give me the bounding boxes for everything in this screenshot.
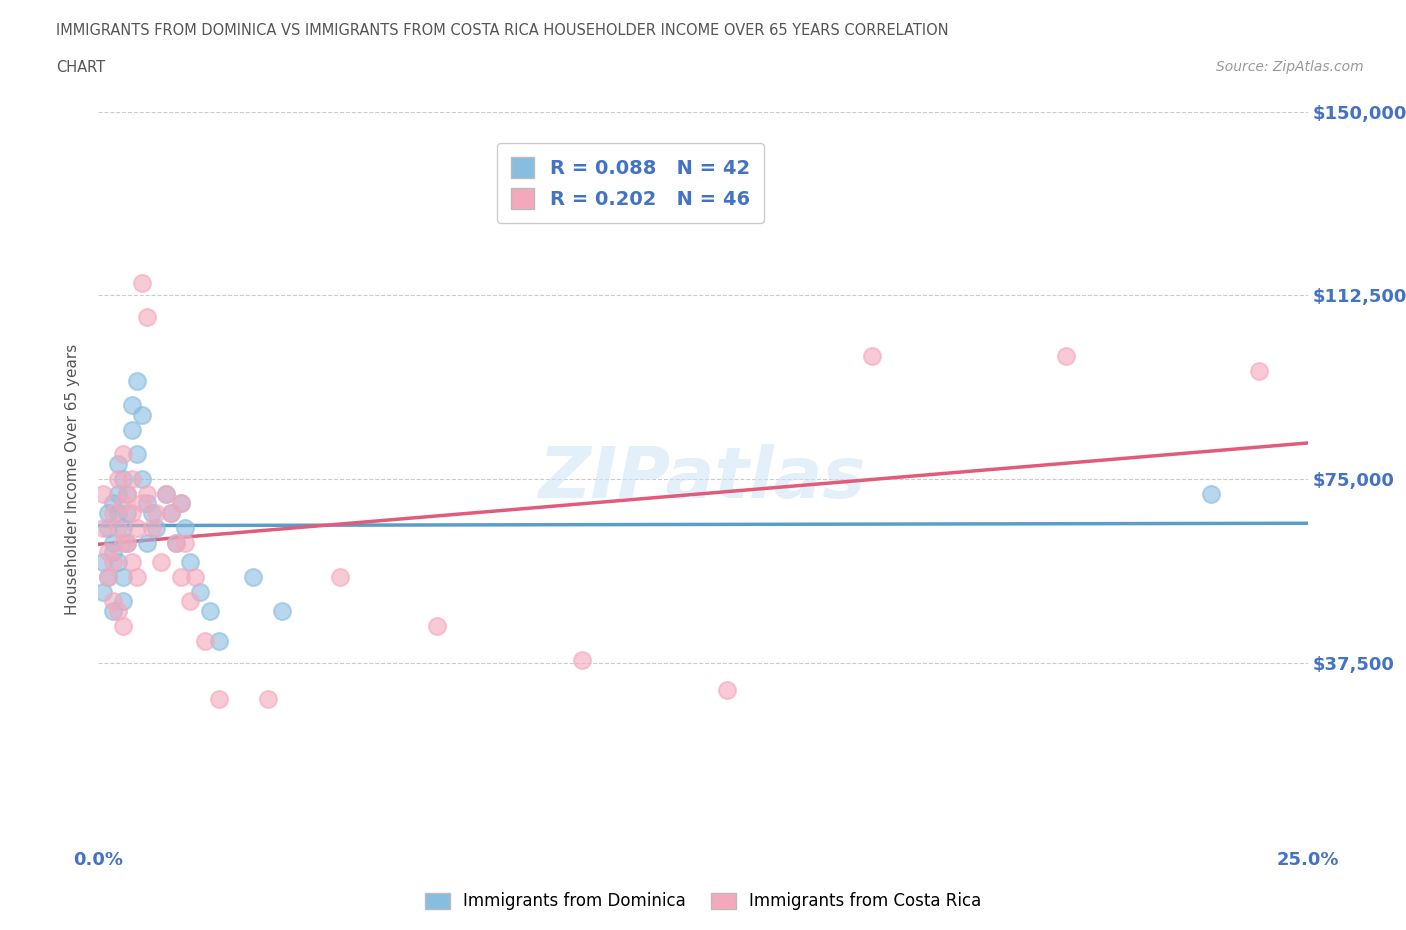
Point — [111, 569, 134, 584]
Point — [179, 555, 201, 570]
Point — [127, 521, 149, 536]
Point — [101, 496, 124, 511]
Point — [194, 633, 217, 648]
Point — [145, 521, 167, 536]
Point — [107, 457, 129, 472]
Point — [141, 521, 163, 536]
Point — [117, 535, 139, 550]
Point — [174, 521, 197, 536]
Point — [91, 584, 114, 599]
Point — [208, 692, 231, 707]
Point — [131, 472, 153, 486]
Point — [131, 408, 153, 423]
Point — [169, 496, 191, 511]
Point — [101, 535, 124, 550]
Text: CHART: CHART — [56, 60, 105, 75]
Point — [188, 584, 211, 599]
Point — [101, 555, 124, 570]
Point — [174, 535, 197, 550]
Point — [208, 633, 231, 648]
Point — [121, 472, 143, 486]
Point — [242, 569, 264, 584]
Point — [179, 594, 201, 609]
Point — [127, 374, 149, 389]
Point — [160, 506, 183, 521]
Point — [91, 521, 114, 536]
Point — [127, 447, 149, 462]
Point — [145, 506, 167, 521]
Point — [97, 569, 120, 584]
Point — [165, 535, 187, 550]
Point — [256, 692, 278, 707]
Point — [131, 275, 153, 290]
Point — [101, 545, 124, 560]
Point — [107, 521, 129, 536]
Point — [571, 653, 593, 668]
Point — [91, 555, 114, 570]
Point — [716, 682, 738, 697]
Text: Source: ZipAtlas.com: Source: ZipAtlas.com — [1216, 60, 1364, 74]
Point — [155, 486, 177, 501]
Point — [97, 521, 120, 536]
Point — [97, 545, 120, 560]
Point — [271, 604, 294, 618]
Point — [1199, 486, 1222, 501]
Point — [198, 604, 221, 618]
Point — [111, 535, 134, 550]
Point — [121, 398, 143, 413]
Point — [184, 569, 207, 584]
Point — [101, 506, 124, 521]
Point — [111, 472, 134, 486]
Point — [97, 569, 120, 584]
Point — [155, 486, 177, 501]
Point — [135, 535, 157, 550]
Point — [117, 535, 139, 550]
Legend: Immigrants from Dominica, Immigrants from Costa Rica: Immigrants from Dominica, Immigrants fro… — [418, 885, 988, 917]
Point — [121, 506, 143, 521]
Point — [121, 555, 143, 570]
Point — [117, 486, 139, 501]
Point — [107, 604, 129, 618]
Point — [107, 472, 129, 486]
Point — [860, 349, 883, 364]
Point — [426, 618, 449, 633]
Text: IMMIGRANTS FROM DOMINICA VS IMMIGRANTS FROM COSTA RICA HOUSEHOLDER INCOME OVER 6: IMMIGRANTS FROM DOMINICA VS IMMIGRANTS F… — [56, 23, 949, 38]
Point — [111, 447, 134, 462]
Point — [1249, 364, 1271, 379]
Point — [135, 496, 157, 511]
Point — [141, 506, 163, 521]
Point — [107, 486, 129, 501]
Point — [169, 496, 191, 511]
Point — [127, 569, 149, 584]
Point — [135, 486, 157, 501]
Point — [165, 535, 187, 550]
Point — [169, 569, 191, 584]
Legend: R = 0.088   N = 42, R = 0.202   N = 46: R = 0.088 N = 42, R = 0.202 N = 46 — [498, 143, 763, 222]
Point — [135, 310, 157, 325]
Text: ZIPatlas: ZIPatlas — [540, 445, 866, 513]
Point — [97, 506, 120, 521]
Point — [111, 618, 134, 633]
Point — [111, 521, 134, 536]
Point — [91, 486, 114, 501]
Point — [111, 594, 134, 609]
Point — [107, 555, 129, 570]
Point — [117, 486, 139, 501]
Point — [1054, 349, 1077, 364]
Point — [150, 555, 173, 570]
Point — [101, 604, 124, 618]
Point — [107, 506, 129, 521]
Point — [329, 569, 352, 584]
Point — [121, 422, 143, 437]
Point — [131, 496, 153, 511]
Y-axis label: Householder Income Over 65 years: Householder Income Over 65 years — [65, 343, 80, 615]
Point — [160, 506, 183, 521]
Point — [111, 496, 134, 511]
Point — [117, 506, 139, 521]
Point — [101, 594, 124, 609]
